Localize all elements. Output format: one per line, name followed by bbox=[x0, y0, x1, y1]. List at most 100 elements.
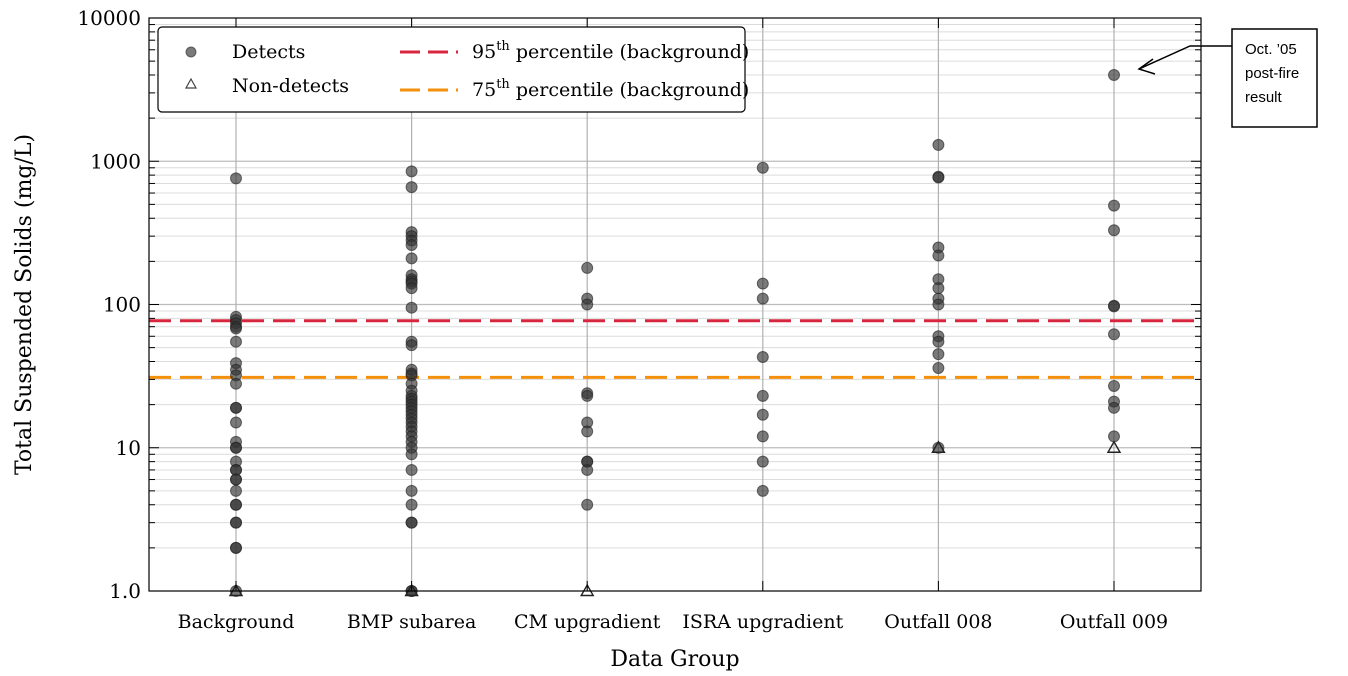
detect-point bbox=[756, 484, 769, 497]
detect-point bbox=[1108, 379, 1120, 392]
legend: Detects Non-detects 95th percentile (backg… bbox=[157, 26, 749, 113]
annotation-text-line: result bbox=[1245, 89, 1283, 106]
x-tick-label: Outfall 009 bbox=[1060, 611, 1168, 633]
detect-point bbox=[405, 301, 418, 314]
detect-point bbox=[756, 389, 769, 402]
legend-nondetects-label: Non-detects bbox=[232, 75, 349, 97]
legend-percentile-text: percentile (background) bbox=[510, 41, 750, 63]
detect-point bbox=[1108, 300, 1120, 313]
legend-box bbox=[157, 26, 746, 113]
detect-point bbox=[581, 298, 594, 311]
detect-point bbox=[405, 282, 418, 295]
y-tick-label: 100 bbox=[103, 293, 141, 317]
detect-point bbox=[756, 161, 769, 174]
annotation-box bbox=[1231, 28, 1318, 128]
detect-point bbox=[230, 416, 242, 429]
detect-point bbox=[230, 541, 242, 554]
detect-point bbox=[932, 348, 945, 361]
detect-point bbox=[581, 463, 594, 476]
data-points bbox=[228, 69, 1122, 597]
detect-point bbox=[405, 239, 418, 252]
detect-point bbox=[405, 463, 418, 476]
x-tick-label: Outfall 008 bbox=[884, 611, 992, 633]
detect-point bbox=[405, 252, 418, 265]
detect-point bbox=[932, 335, 945, 348]
detect-point bbox=[230, 322, 242, 335]
legend-percentile-text: percentile (background) bbox=[510, 79, 750, 101]
detect-point bbox=[756, 292, 769, 305]
legend-percentile-sup: th bbox=[496, 39, 510, 54]
legend-nondetect-marker bbox=[184, 77, 198, 89]
non-detect-point bbox=[931, 440, 946, 453]
detect-point bbox=[230, 172, 242, 185]
detect-point bbox=[405, 339, 418, 352]
y-axis: 1.0 10 100 1000 10000 bbox=[77, 6, 1201, 603]
detect-point bbox=[1108, 224, 1120, 237]
detect-point bbox=[405, 448, 418, 461]
detect-point bbox=[230, 473, 242, 486]
detect-point bbox=[230, 516, 242, 529]
detect-point bbox=[932, 282, 945, 295]
legend-percentile-label: 95th percentile (background) bbox=[472, 39, 749, 63]
detect-point bbox=[230, 441, 242, 454]
detect-point bbox=[756, 455, 769, 468]
y-tick-label: 1.0 bbox=[109, 579, 141, 603]
legend-detects-label: Detects bbox=[232, 41, 305, 63]
x-tick-label: Background bbox=[178, 611, 295, 633]
detect-point bbox=[932, 171, 945, 184]
detect-point bbox=[1108, 401, 1120, 414]
y-tick-label: 10 bbox=[116, 436, 141, 460]
detect-point bbox=[581, 389, 594, 402]
non-detect-point bbox=[579, 583, 595, 597]
x-tick-label: ISRA upgradient bbox=[682, 611, 843, 633]
non-detect-point bbox=[228, 583, 244, 597]
detect-point bbox=[756, 408, 769, 421]
reference-lines bbox=[149, 319, 1201, 379]
detect-point bbox=[230, 401, 242, 414]
x-axis-title: Data Group bbox=[610, 647, 739, 672]
legend-percentile-number: 75 bbox=[472, 79, 496, 101]
annotation-arrow bbox=[1138, 45, 1232, 70]
annotation-arrowhead bbox=[1137, 58, 1156, 75]
detect-point bbox=[756, 351, 769, 364]
x-tick-label: BMP subarea bbox=[347, 611, 476, 633]
legend-percentile-sup: th bbox=[496, 77, 510, 92]
legend-percentile-number: 95 bbox=[472, 41, 496, 63]
detect-point bbox=[405, 484, 418, 497]
detect-point bbox=[230, 335, 242, 348]
non-detect-point bbox=[404, 583, 419, 597]
legend-detect-marker bbox=[185, 46, 197, 58]
detect-point bbox=[932, 362, 945, 375]
detect-point bbox=[581, 498, 594, 511]
detect-point bbox=[230, 498, 242, 511]
detect-point bbox=[1108, 199, 1120, 212]
y-tick-label: 1000 bbox=[90, 149, 141, 173]
detect-point bbox=[1108, 328, 1120, 341]
x-tick-label: CM upgradient bbox=[514, 611, 661, 633]
detect-point bbox=[581, 425, 594, 438]
detect-point bbox=[932, 138, 945, 151]
annotation: Oct. ’05 post-fire result bbox=[1137, 28, 1318, 128]
detect-point bbox=[405, 516, 418, 529]
y-tick-label: 10000 bbox=[77, 6, 141, 30]
detect-point bbox=[932, 298, 945, 311]
detect-point bbox=[405, 498, 418, 511]
x-axis: Background BMP subarea CM upgradient ISRA u… bbox=[178, 18, 1168, 633]
detect-point bbox=[230, 484, 242, 497]
non-detect-point bbox=[1106, 440, 1122, 453]
detect-point bbox=[756, 430, 769, 443]
annotation-text-line: Oct. ’05 bbox=[1245, 41, 1297, 58]
legend-percentile-label: 75th percentile (background) bbox=[472, 77, 749, 101]
detect-point bbox=[405, 165, 418, 178]
detect-point bbox=[1108, 69, 1120, 82]
y-axis-title: Total Suspended Solids (mg/L) bbox=[12, 134, 37, 475]
detect-point bbox=[230, 377, 242, 390]
annotation-text-line: post-fire bbox=[1245, 65, 1299, 82]
detect-point bbox=[405, 181, 418, 194]
grid-lines bbox=[149, 24, 1201, 549]
detect-point bbox=[932, 249, 945, 262]
detect-point bbox=[1108, 430, 1120, 443]
detect-point bbox=[581, 261, 594, 274]
detect-point bbox=[756, 277, 769, 290]
